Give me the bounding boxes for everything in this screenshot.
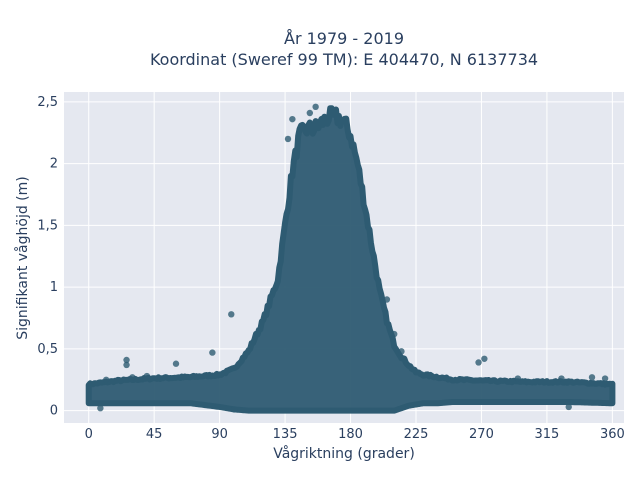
y-tick-label: 2,5 — [37, 95, 58, 110]
data-point — [475, 359, 482, 366]
data-point — [588, 374, 596, 381]
data-point — [209, 349, 216, 356]
data-point — [390, 330, 398, 338]
data-point — [481, 355, 488, 362]
data-point — [306, 109, 314, 117]
data-point — [143, 372, 151, 380]
x-tick-label: 360 — [600, 427, 625, 442]
y-tick-label: 1 — [50, 280, 58, 295]
data-point — [284, 135, 292, 143]
data-point — [129, 374, 136, 381]
data-point — [558, 375, 565, 382]
chart-subtitle: Koordinat (Sweref 99 TM): E 404470, N 61… — [149, 50, 539, 69]
x-tick-label: 180 — [338, 427, 363, 442]
data-point — [565, 403, 572, 411]
data-point — [123, 361, 130, 369]
data-point — [102, 376, 110, 383]
scatter-points — [97, 103, 609, 413]
x-tick-label: 225 — [404, 427, 429, 442]
y-axis-ticks: 0 0,5 1 1,5 2 2,5 — [37, 95, 58, 419]
data-point — [228, 311, 235, 318]
x-tick-label: 45 — [146, 427, 163, 442]
x-tick-label: 270 — [469, 427, 494, 442]
point-cloud — [85, 105, 616, 414]
x-axis-title: Vågriktning (grader) — [273, 446, 415, 462]
data-point — [312, 103, 319, 111]
data-point — [383, 296, 391, 303]
y-tick-label: 0 — [50, 404, 58, 419]
data-point — [230, 406, 238, 413]
data-point — [514, 375, 522, 382]
scatter-cloud — [85, 105, 616, 414]
data-point — [398, 348, 405, 355]
x-tick-label: 135 — [273, 427, 298, 442]
x-tick-label: 90 — [211, 427, 228, 442]
y-axis-title: Signifikant våghöjd (m) — [15, 176, 31, 340]
y-tick-label: 1,5 — [37, 218, 58, 233]
x-tick-label: 0 — [85, 427, 93, 442]
x-axis-ticks: 0 45 90 135 180 225 270 315 360 — [85, 427, 625, 442]
chart-title: År 1979 - 2019 — [284, 29, 404, 48]
y-tick-label: 0,5 — [37, 342, 58, 357]
data-point — [123, 356, 130, 364]
data-point — [97, 404, 104, 412]
data-point — [289, 115, 296, 123]
data-point — [601, 375, 609, 382]
y-tick-label: 2 — [50, 157, 58, 172]
data-point — [172, 360, 180, 367]
x-tick-label: 315 — [534, 427, 559, 442]
